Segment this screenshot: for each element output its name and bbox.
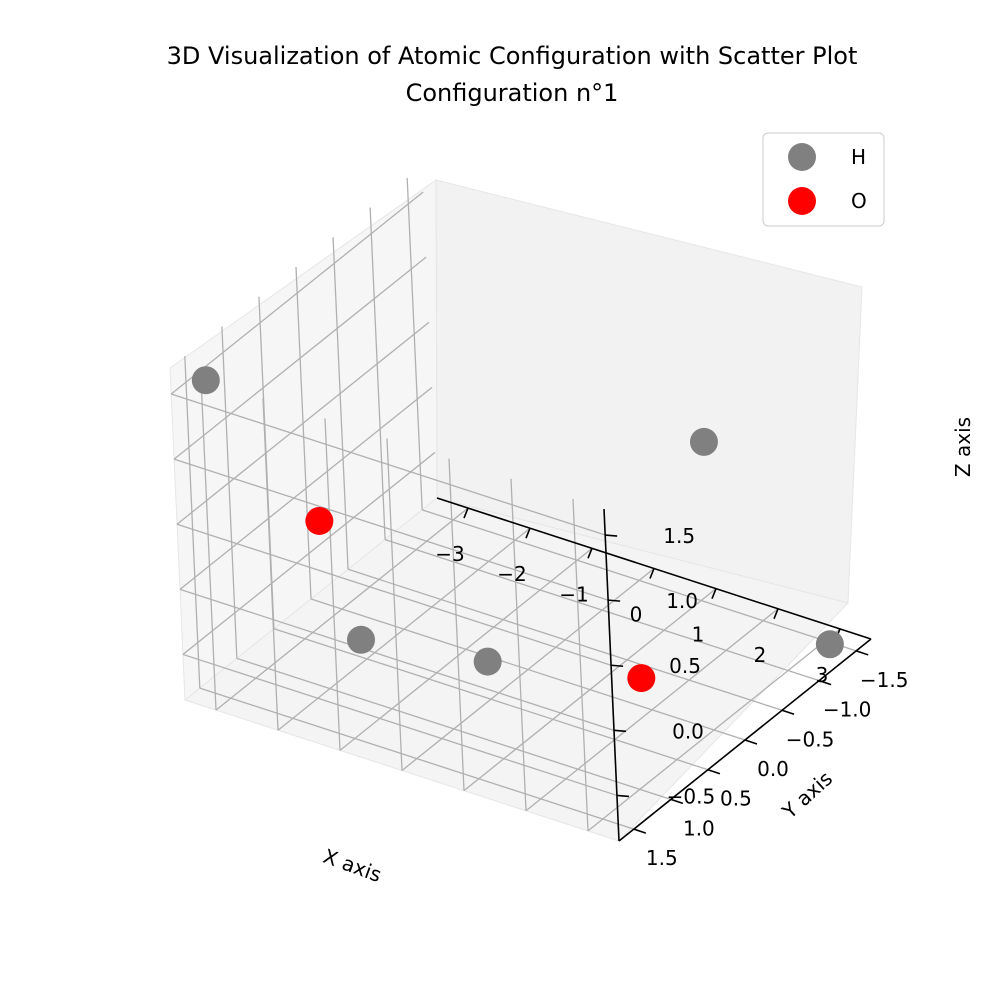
- grid-line-y: [347, 568, 783, 711]
- z-tick-label: 0.5: [669, 654, 701, 678]
- grid-line-z: [182, 653, 618, 797]
- grid-line-y: [295, 266, 312, 600]
- x-tick-mark: [587, 548, 593, 559]
- grid-line-y: [258, 296, 275, 629]
- legend-marker-o: [788, 187, 816, 215]
- y-tick-label: 0.0: [757, 757, 789, 781]
- grid-line-y: [273, 628, 709, 771]
- grid-line-x: [510, 478, 527, 811]
- y-tick-label: 1.5: [646, 846, 678, 870]
- y-tick-mark: [855, 650, 869, 656]
- z-tick-mark: [610, 664, 624, 668]
- grid-line-y: [310, 598, 746, 741]
- x-tick-label: 1: [692, 623, 705, 647]
- grid-line-x: [200, 378, 217, 711]
- legend-label-o: O: [851, 189, 867, 213]
- grid-line-y: [184, 356, 201, 689]
- grid-line-x: [386, 438, 403, 771]
- data-point-o: [627, 664, 656, 693]
- x-tick-mark: [525, 527, 531, 539]
- data-point-h: [815, 630, 844, 659]
- grid-line-y: [332, 237, 349, 570]
- grid-line-y: [406, 177, 423, 510]
- grid-line-z: [176, 321, 430, 525]
- axis-lines: [436, 497, 872, 842]
- z-axis-line: [603, 508, 620, 842]
- y-tick-mark: [707, 768, 721, 775]
- x-tick-mark: [711, 588, 717, 599]
- x-tick-label: −3: [435, 542, 464, 566]
- y-tick-mark: [781, 709, 795, 716]
- grid-line-y: [421, 509, 857, 652]
- grid-line-y: [369, 207, 386, 540]
- legend: H O: [762, 132, 885, 227]
- grid-line-z: [179, 588, 615, 731]
- chart-subtitle: Configuration n°1: [406, 79, 619, 107]
- y-tick-label: 0.5: [720, 787, 752, 811]
- grid-line-x: [324, 418, 341, 751]
- grid-line-z: [170, 393, 606, 536]
- x-tick-label: −1: [559, 582, 588, 606]
- grid-line-y: [236, 657, 672, 801]
- x-tick-label: 3: [816, 663, 829, 687]
- data-point-h: [473, 647, 502, 676]
- chart-title: 3D Visualization of Atomic Configuration…: [167, 42, 858, 70]
- grid-line-y: [221, 326, 238, 659]
- grid-lines: [170, 177, 857, 832]
- x-tick-label: 2: [754, 643, 767, 667]
- grid-line-x: [572, 498, 589, 831]
- x-axis-label: X axis: [320, 844, 385, 887]
- legend-label-h: H: [851, 145, 866, 169]
- y-tick-label: −0.5: [786, 727, 835, 751]
- x-tick-label: 0: [630, 603, 643, 627]
- z-tick-label: 0.0: [672, 719, 704, 743]
- grid-line-z: [173, 256, 427, 460]
- z-tick-mark: [613, 729, 627, 733]
- z-tick-label: 1.0: [666, 589, 698, 613]
- y-tick-label: 1.0: [683, 816, 715, 840]
- z-axis-label: Z axis: [951, 417, 975, 477]
- y-tick-label: −1.0: [823, 698, 872, 722]
- grid-line-z: [176, 523, 612, 666]
- y-tick-mark: [744, 739, 758, 745]
- grid-line-z: [170, 191, 424, 395]
- grid-line-z: [173, 458, 609, 601]
- y-tick-mark: [633, 828, 647, 834]
- data-point-h: [191, 366, 220, 395]
- x-tick-label: −2: [497, 562, 526, 586]
- z-tick-mark: [605, 534, 618, 537]
- data-points: [191, 366, 844, 693]
- data-point-o: [305, 506, 334, 535]
- data-point-h: [347, 625, 376, 654]
- y-tick-mark: [818, 679, 832, 686]
- y-tick-label: −1.5: [860, 668, 909, 692]
- grid-line-z: [179, 386, 433, 590]
- y-tick-mark: [670, 798, 684, 805]
- grid-line-x: [448, 458, 465, 791]
- z-tick-mark: [616, 794, 630, 798]
- z-tick-mark: [608, 599, 621, 602]
- x-tick-mark: [773, 608, 779, 620]
- data-point-h: [689, 427, 718, 456]
- x-tick-mark: [649, 568, 655, 579]
- z-tick-label: 1.5: [663, 524, 695, 548]
- x-tick-mark: [463, 507, 469, 519]
- grid-line-y: [384, 538, 820, 682]
- grid-line-z: [182, 451, 436, 655]
- z-tick-label: −0.5: [667, 784, 716, 808]
- legend-marker-h: [788, 143, 816, 171]
- grid-line-y: [199, 687, 635, 830]
